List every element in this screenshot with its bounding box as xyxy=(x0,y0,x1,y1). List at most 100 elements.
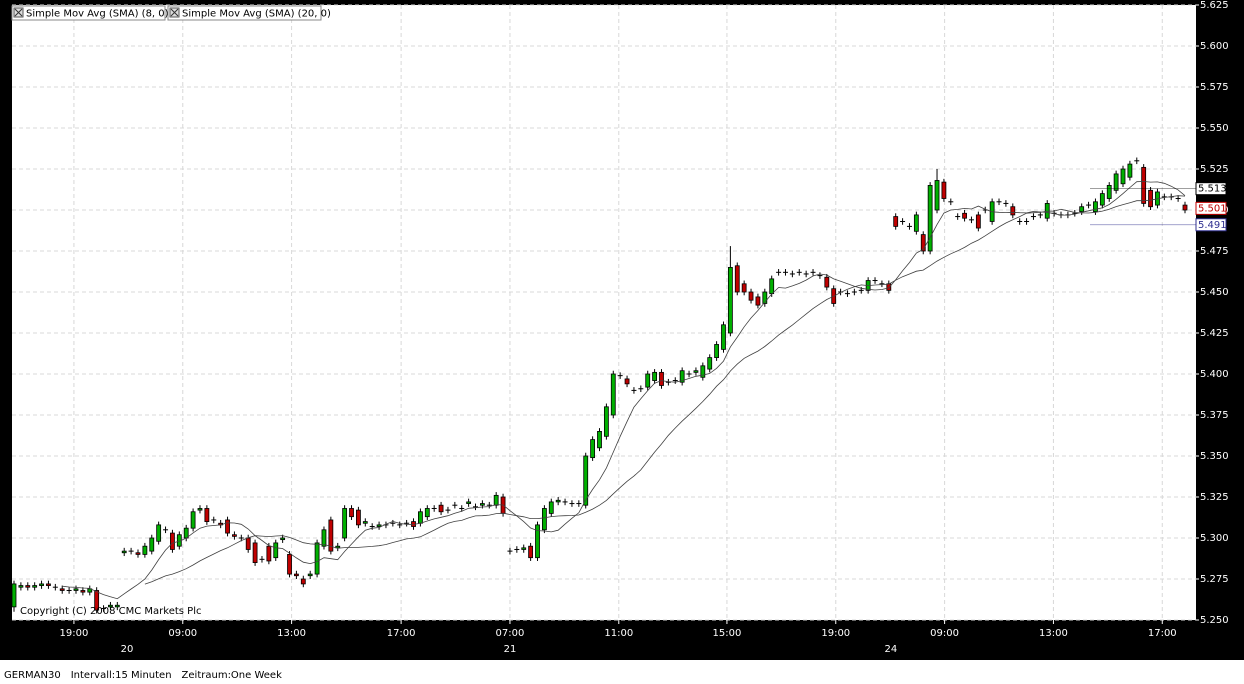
candle-body xyxy=(287,554,292,575)
x-tick-label: 17:00 xyxy=(1148,628,1177,639)
x-tick-label: 09:00 xyxy=(930,628,959,639)
sma-line xyxy=(62,181,1186,600)
candle-body xyxy=(46,583,51,586)
y-tick-label: 5.275 xyxy=(1200,574,1229,585)
candle-body xyxy=(59,588,65,591)
candle-body xyxy=(142,545,148,555)
candle-body xyxy=(204,508,210,523)
candle-body xyxy=(493,494,499,506)
candle-body xyxy=(528,545,534,559)
status-text: Zeitraum:One Week xyxy=(182,670,283,681)
status-bar xyxy=(0,660,1244,684)
candle-body xyxy=(769,278,775,295)
candle-body xyxy=(232,534,237,537)
x-tick-label: 19:00 xyxy=(821,628,850,639)
candle-body xyxy=(266,545,272,562)
price-label-box xyxy=(1195,218,1227,232)
candle-body xyxy=(328,519,334,552)
x-tick-label: 19:00 xyxy=(60,628,89,639)
candle-body xyxy=(941,181,947,199)
legend-item xyxy=(11,5,166,21)
candle-body xyxy=(32,585,38,588)
candle-body xyxy=(734,265,740,293)
candle-body xyxy=(755,296,761,306)
candle-body xyxy=(479,503,485,506)
candle-body xyxy=(156,524,162,542)
candle-body xyxy=(927,184,933,252)
candle-body xyxy=(1120,168,1126,185)
candle-body xyxy=(679,370,685,383)
x-tick-label: 09:00 xyxy=(168,628,197,639)
y-tick-label: 5.300 xyxy=(1200,533,1229,544)
candle-body xyxy=(349,508,354,518)
candle-body xyxy=(1079,206,1085,213)
price-label: 5.513 xyxy=(1198,184,1227,195)
legend-label: Simple Mov Avg (SMA) (20, 0) xyxy=(182,9,331,20)
candle-body xyxy=(920,234,926,252)
legend-label: Simple Mov Avg (SMA) (8, 0) xyxy=(26,9,169,20)
candle-body xyxy=(652,371,658,381)
legend-item xyxy=(167,5,322,21)
y-tick-label: 5.350 xyxy=(1200,451,1229,462)
copyright: Copyright (C) 2008 CMC Markets Plc xyxy=(20,606,201,617)
candle-body xyxy=(94,590,100,611)
candle-body xyxy=(624,378,630,385)
candle-body xyxy=(693,370,699,373)
candle-body xyxy=(1113,173,1119,191)
y-tick-label: 5.550 xyxy=(1200,123,1229,134)
status-text: GERMAN30 xyxy=(4,670,61,681)
y-tick-label: 5.425 xyxy=(1200,328,1229,339)
legend-icon-x xyxy=(170,8,179,17)
candle-body xyxy=(80,590,86,593)
candle-body xyxy=(190,511,196,529)
y-tick-label: 5.600 xyxy=(1200,41,1229,52)
candle-body xyxy=(466,501,472,504)
candle-body xyxy=(748,291,754,301)
candle-body xyxy=(727,266,733,334)
candle-body xyxy=(11,583,17,608)
sma-line xyxy=(144,195,1186,585)
candle-body xyxy=(721,324,726,350)
candle-body xyxy=(548,501,554,514)
candle-body xyxy=(170,532,175,550)
y-tick-label: 5.575 xyxy=(1200,82,1229,93)
candle-body xyxy=(300,578,306,585)
date-label: 21 xyxy=(504,644,517,655)
overlay: Simple Mov Avg (SMA) (8, 0) Simple Mov Av… xyxy=(11,5,1196,600)
candle-body xyxy=(1099,193,1105,206)
x-tick-label: 13:00 xyxy=(277,628,306,639)
y-tick-label: 5.525 xyxy=(1200,164,1229,175)
candle-body xyxy=(121,550,127,554)
candle-body xyxy=(424,508,430,518)
candle-body xyxy=(245,537,251,550)
x-tick-label: 17:00 xyxy=(387,628,416,639)
candle-body xyxy=(597,430,602,449)
candle-body xyxy=(18,585,24,588)
candle-body xyxy=(307,573,313,577)
candle-body xyxy=(183,527,189,539)
candle-body xyxy=(252,542,258,563)
candle-body xyxy=(321,529,327,547)
candles xyxy=(11,157,1188,614)
candle-body xyxy=(535,524,540,559)
candle-body xyxy=(886,283,892,291)
candle-body xyxy=(39,583,44,586)
candle-body xyxy=(645,373,651,388)
y-tick-label: 5.625 xyxy=(1200,0,1229,11)
candle-body xyxy=(762,291,768,304)
candle-body xyxy=(135,552,141,555)
y-tick-label: 5.450 xyxy=(1200,287,1229,298)
candle-body xyxy=(659,371,664,386)
price-label-box xyxy=(1195,182,1227,196)
candle-body xyxy=(197,508,203,511)
status-text: Intervall:15 Minuten xyxy=(71,670,172,681)
candle-body xyxy=(149,537,155,552)
candle-body xyxy=(108,604,113,608)
candle-body xyxy=(824,276,830,288)
legend-icon-x xyxy=(14,8,23,17)
candle-body xyxy=(590,439,596,459)
price-label-box xyxy=(1195,201,1227,215)
candle-body xyxy=(1093,201,1098,213)
candle-body xyxy=(603,406,609,437)
